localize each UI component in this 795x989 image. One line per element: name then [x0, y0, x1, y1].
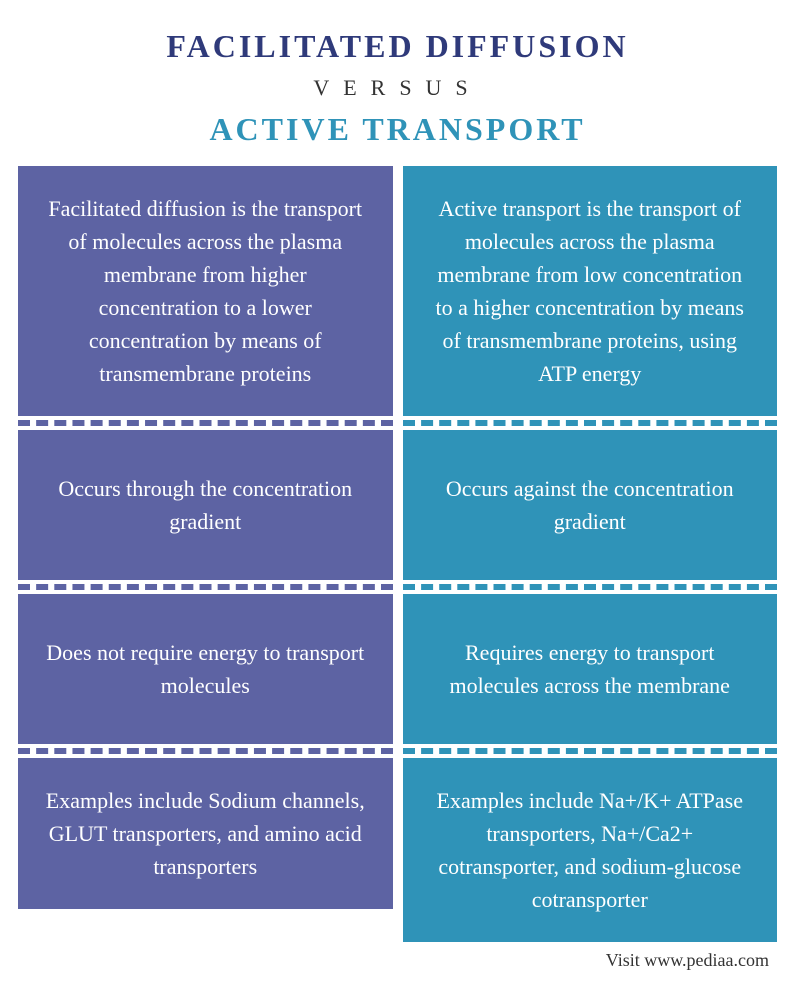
left-cell-definition: Facilitated diffusion is the transport o… [18, 166, 393, 416]
comparison-columns: Facilitated diffusion is the transport o… [18, 166, 777, 942]
left-column: Facilitated diffusion is the transport o… [18, 166, 393, 942]
footer-credit: Visit www.pediaa.com [18, 942, 777, 971]
left-cell-examples: Examples include Sodium channels, GLUT t… [18, 758, 393, 909]
right-cell-gradient: Occurs against the concentration gradien… [403, 430, 778, 580]
right-cell-examples: Examples include Na+/K+ ATPase transport… [403, 758, 778, 942]
title-facilitated: FACILITATED DIFFUSION [18, 28, 777, 65]
right-divider [403, 748, 778, 754]
left-divider [18, 748, 393, 754]
right-divider [403, 584, 778, 590]
left-cell-gradient: Occurs through the concentration gradien… [18, 430, 393, 580]
right-column: Active transport is the transport of mol… [403, 166, 778, 942]
header: FACILITATED DIFFUSION VERSUS ACTIVE TRAN… [18, 28, 777, 166]
right-cell-energy: Requires energy to transport molecules a… [403, 594, 778, 744]
left-divider [18, 584, 393, 590]
left-cell-energy: Does not require energy to transport mol… [18, 594, 393, 744]
right-divider [403, 420, 778, 426]
infographic-container: FACILITATED DIFFUSION VERSUS ACTIVE TRAN… [0, 0, 795, 983]
right-cell-definition: Active transport is the transport of mol… [403, 166, 778, 416]
versus-label: VERSUS [18, 75, 777, 101]
left-divider [18, 420, 393, 426]
title-active: ACTIVE TRANSPORT [18, 111, 777, 148]
